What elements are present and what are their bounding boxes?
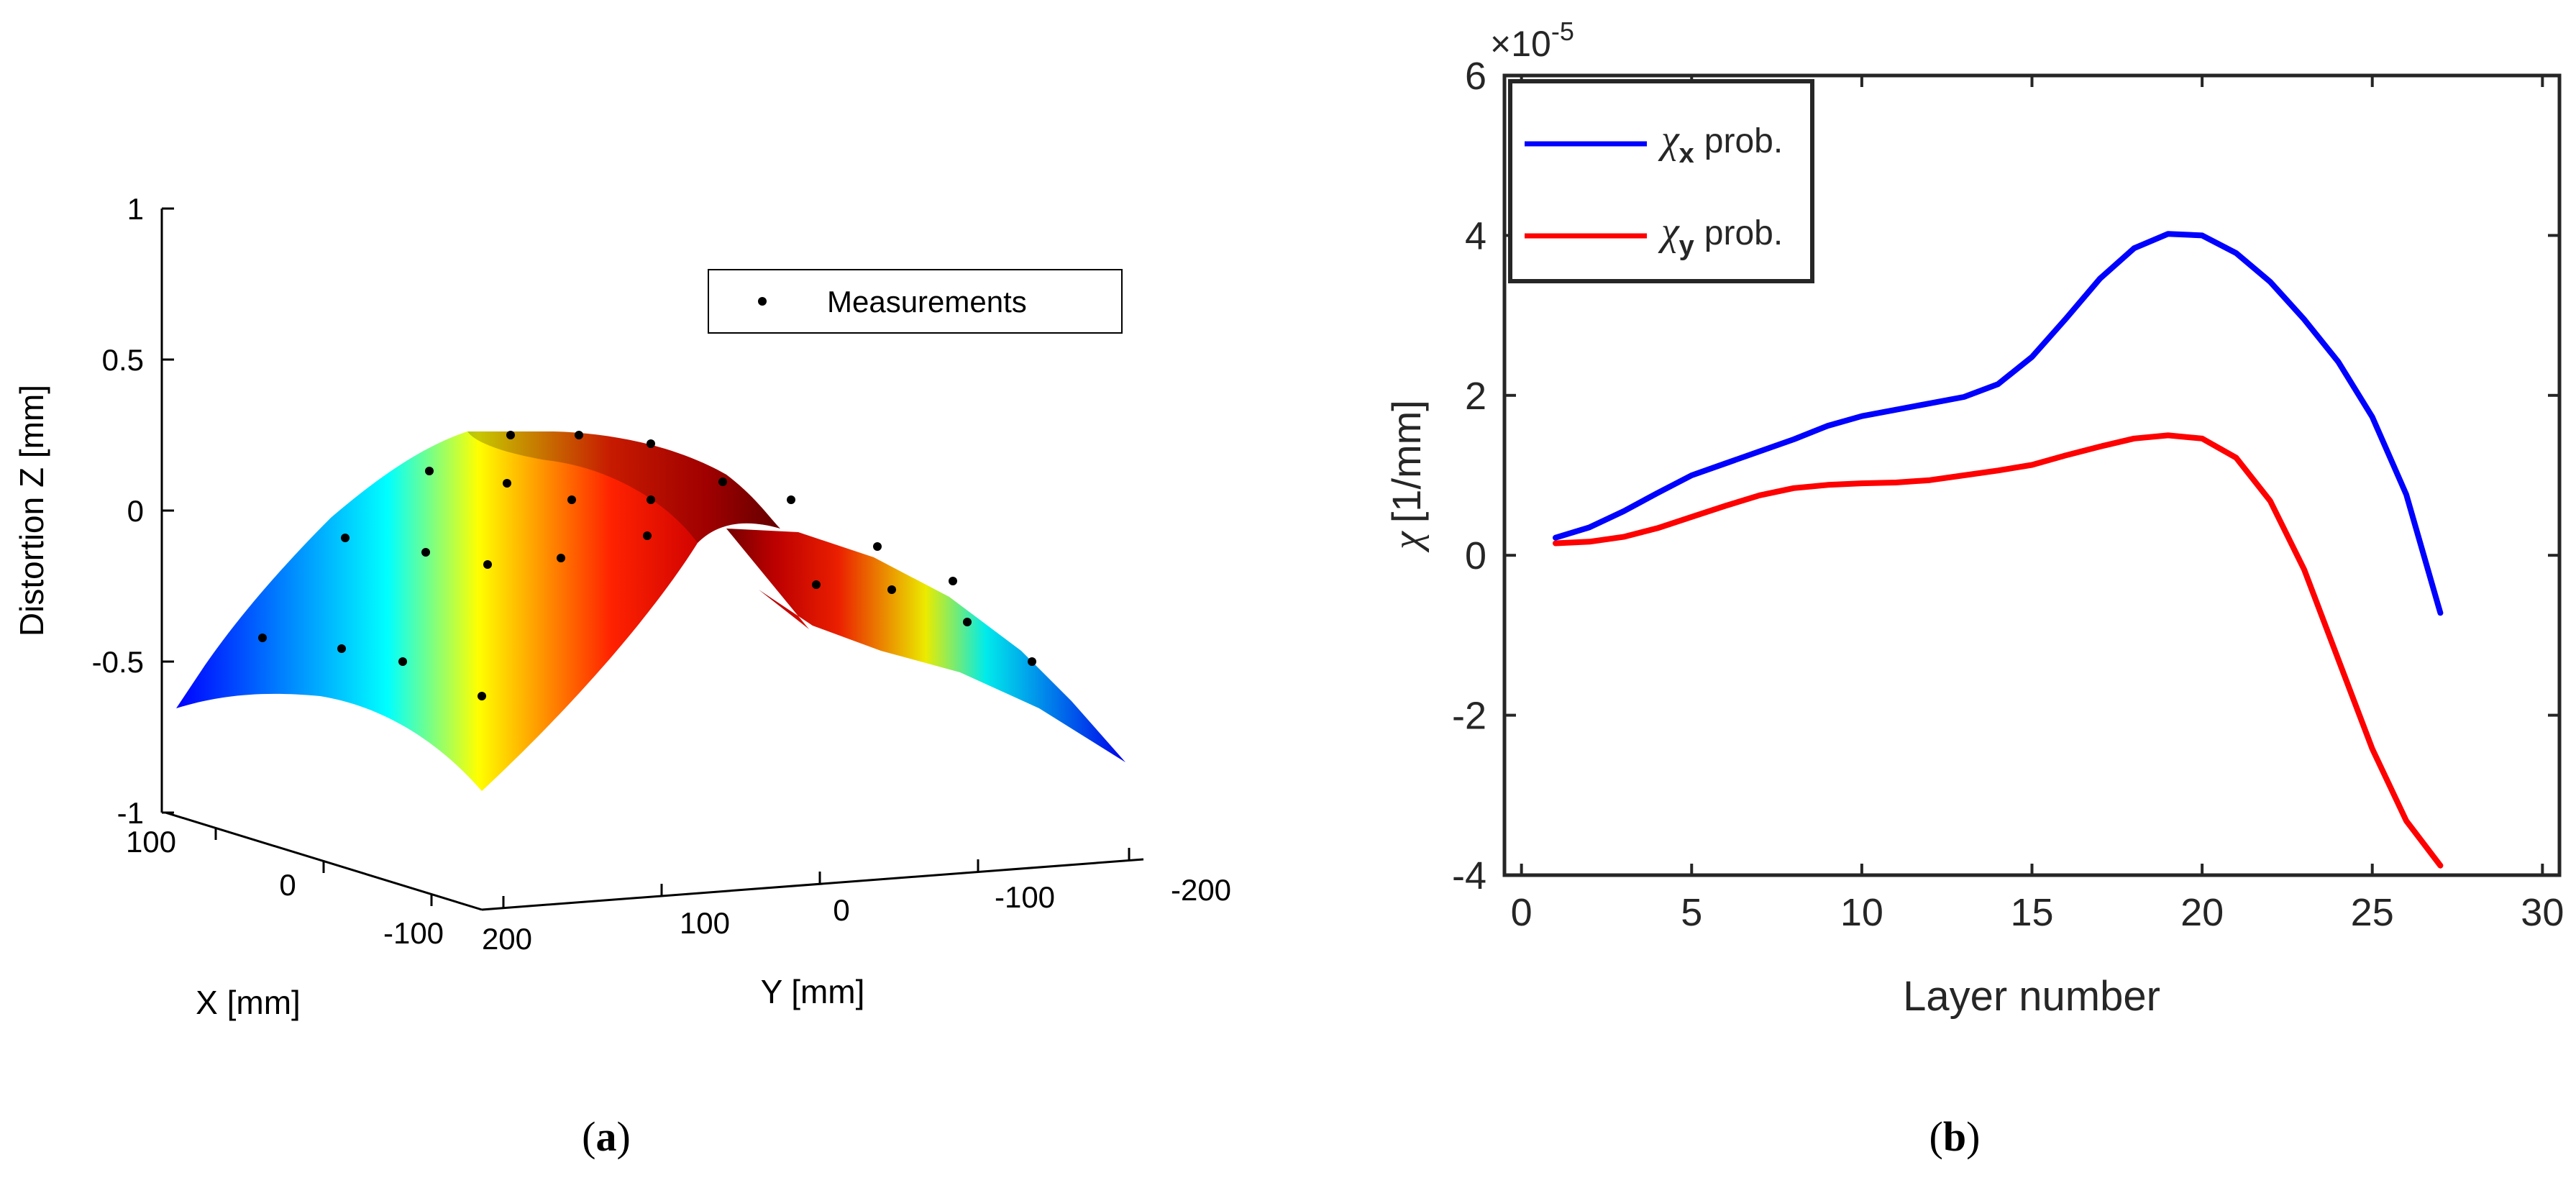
- measurement-point: [425, 467, 434, 475]
- measurement-point: [812, 580, 821, 589]
- y-axis-symbol: χ: [1385, 531, 1430, 553]
- surface-crest-shadow: [467, 431, 780, 543]
- y-tick-label: 100: [680, 906, 730, 940]
- y-tick-label: -200: [1171, 873, 1231, 907]
- measurement-point: [643, 531, 652, 540]
- y-tick-label: 200: [482, 922, 532, 956]
- y-tick-label: -100: [995, 880, 1055, 914]
- legend-entry-chi-x: χx prob.: [1658, 117, 1783, 169]
- x-tick-label: 10: [1840, 891, 1883, 934]
- y-tick-label: -4: [1452, 854, 1486, 897]
- z-axis-label: Distortion Z [mm]: [13, 385, 50, 636]
- measurement-point: [873, 542, 882, 551]
- measurement-point: [398, 657, 407, 666]
- x-axis-label: Layer number: [1903, 973, 2160, 1020]
- panel-label-paren: (: [582, 1113, 595, 1160]
- legend-symbol: χ: [1658, 117, 1680, 162]
- measurement-point: [557, 554, 565, 562]
- measurement-point: [567, 495, 576, 504]
- y-tick-label: 0: [833, 893, 849, 927]
- measurement-point: [483, 560, 492, 569]
- panel-a-3d-surface: 1 0.5 0 -0.5 -1 Distortion Z [mm] 100 0 …: [13, 192, 1231, 1021]
- measurement-point: [506, 431, 515, 439]
- measurement-point: [963, 618, 972, 626]
- x-axis-label: X [mm]: [196, 984, 301, 1021]
- legend-entry-measurements: Measurements: [827, 285, 1027, 319]
- x-tick-label: -100: [383, 916, 444, 950]
- data-series: [1553, 231, 2444, 869]
- legend-symbol: χ: [1658, 209, 1680, 254]
- exponent-label: ×10-5: [1490, 17, 1574, 64]
- measurement-point: [503, 479, 511, 488]
- x-tick-label: 30: [2521, 891, 2564, 934]
- legend-box: [1508, 79, 1814, 283]
- measurement-point: [787, 495, 795, 504]
- panel-label-paren: ): [1966, 1113, 1980, 1160]
- x-tick-labels: 0 5 10 15 20 25 30: [1511, 891, 2564, 934]
- measurement-point: [887, 585, 896, 594]
- z-tick-label: 0.5: [102, 343, 144, 377]
- y-axis-line: [481, 858, 1144, 911]
- measurement-point: [575, 431, 583, 439]
- x-tick-label: 5: [1681, 891, 1702, 934]
- legend-suffix: prob.: [1704, 214, 1783, 252]
- y-tick-label: 4: [1465, 214, 1486, 257]
- z-tick-label: 1: [127, 192, 144, 226]
- measurement-point: [647, 439, 655, 448]
- surface-right-wing-shade: [726, 529, 1125, 762]
- y-tick-label: 6: [1465, 55, 1486, 98]
- x-tick-label: 100: [126, 825, 176, 859]
- y-tick-labels: 6 4 2 0 -2 -4: [1452, 55, 1486, 897]
- legend-subscript: y: [1679, 231, 1694, 261]
- y-tick-label: 2: [1465, 375, 1486, 418]
- series-line-chi-x: [1553, 231, 2444, 616]
- legend-box: [708, 269, 1123, 334]
- measurement-point: [337, 644, 346, 653]
- panel-label-paren: ): [617, 1113, 631, 1160]
- x-tick-label: 0: [1511, 891, 1533, 934]
- z-tick-label: 0: [127, 494, 144, 528]
- measurement-point: [718, 477, 727, 486]
- legend-suffix: prob.: [1704, 122, 1783, 160]
- panel-label-b: (b): [1929, 1113, 1981, 1160]
- panel-label-letter: a: [596, 1113, 617, 1160]
- z-tick-label: -1: [117, 796, 144, 830]
- x-tick-label: 0: [279, 868, 296, 902]
- z-tick-label: -0.5: [92, 645, 144, 679]
- y-axis-label: χ [1/mm]: [1384, 400, 1430, 553]
- x-tick-label: 20: [2180, 891, 2224, 934]
- y-tick-label: -2: [1452, 695, 1486, 738]
- measurement-points: [258, 431, 1036, 700]
- legend-entry-chi-y: χy prob.: [1658, 209, 1783, 261]
- surface-main-arch: [176, 431, 780, 791]
- panel-label-a: (a): [582, 1113, 631, 1160]
- measurement-point: [1028, 657, 1036, 666]
- series-line-chi-y: [1553, 432, 2444, 869]
- x-tick-label: 25: [2351, 891, 2394, 934]
- legend-subscript: x: [1679, 139, 1694, 169]
- y-axis-label: Y [mm]: [761, 973, 865, 1010]
- measurement-point: [647, 495, 655, 504]
- panel-label-letter: b: [1943, 1113, 1966, 1160]
- legend-marker-measurements: [758, 297, 767, 306]
- measurement-point: [341, 534, 350, 542]
- surface-right-wing: [726, 529, 1125, 762]
- panel-label-paren: (: [1929, 1113, 1943, 1160]
- y-axis-unit: [1/mm]: [1384, 400, 1429, 523]
- exponent-power: -5: [1551, 17, 1574, 46]
- x-tick-label: 15: [2010, 891, 2053, 934]
- measurement-point: [949, 577, 957, 585]
- measurement-point: [478, 692, 486, 700]
- y-tick-label: 0: [1465, 534, 1486, 577]
- measurement-point: [421, 548, 430, 557]
- exponent-prefix: ×10: [1490, 24, 1551, 64]
- measurement-point: [258, 634, 267, 642]
